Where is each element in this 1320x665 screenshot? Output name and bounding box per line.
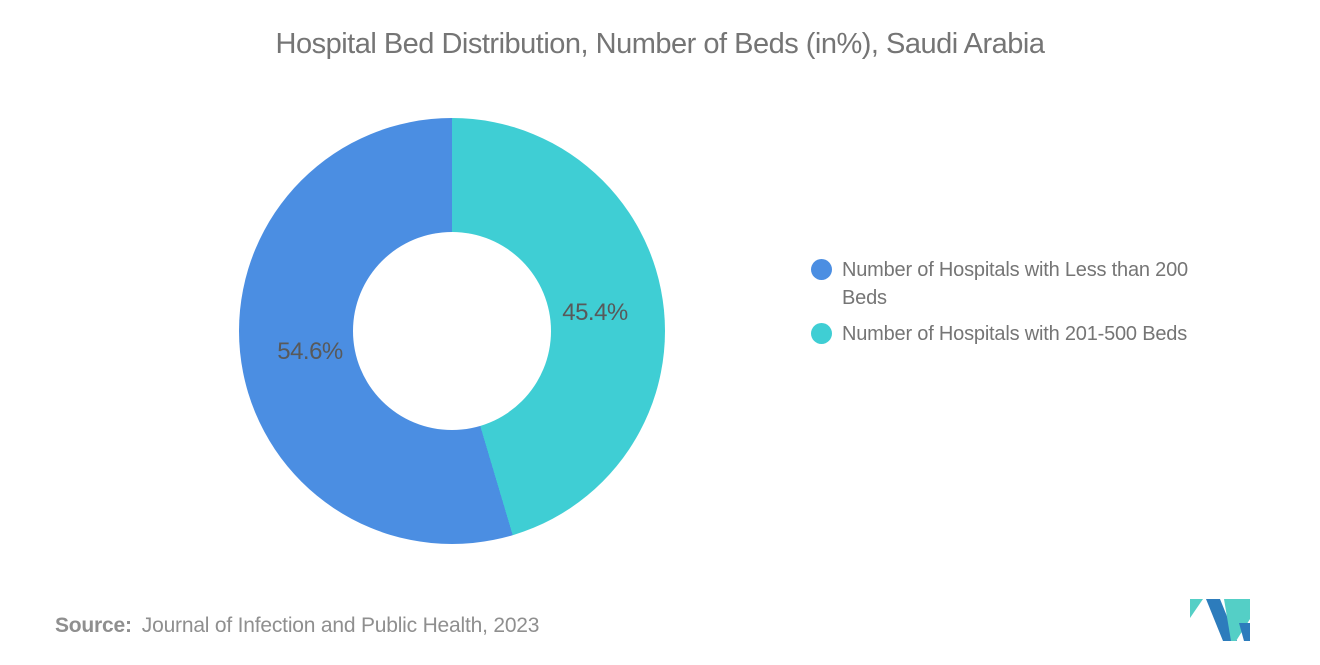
legend-item-less-than-200[interactable]: Number of Hospitals with Less than 200 B… <box>811 256 1222 312</box>
legend-marker-teal-icon <box>811 323 832 344</box>
logo-shape-teal-diagonal <box>1224 599 1250 641</box>
logo-shape-blue-tail <box>1239 623 1250 641</box>
legend: Number of Hospitals with Less than 200 B… <box>811 256 1222 348</box>
slice-label-less-than-200: 54.6% <box>277 338 343 365</box>
legend-marker-blue-icon <box>811 259 832 280</box>
donut-hole <box>353 232 551 430</box>
chart-title: Hospital Bed Distribution, Number of Bed… <box>275 28 1046 60</box>
logo-shape-teal-corner <box>1190 599 1203 618</box>
legend-label-201-500: Number of Hospitals with 201-500 Beds <box>842 323 1188 345</box>
legend-item-201-500[interactable]: Number of Hospitals with 201-500 Beds <box>811 320 1222 348</box>
source-text: Journal of Infection and Public Health, … <box>141 614 540 637</box>
legend-label-less-than-200: Number of Hospitals with Less than 200 B… <box>842 259 1188 309</box>
source-label: Source: <box>55 614 132 637</box>
mordor-intelligence-logo <box>1190 599 1250 641</box>
slice-label-201-500: 45.4% <box>562 299 628 326</box>
source-line: Source: Journal of Infection and Public H… <box>55 614 539 638</box>
donut-chart: 54.6% 45.4% <box>239 118 665 544</box>
